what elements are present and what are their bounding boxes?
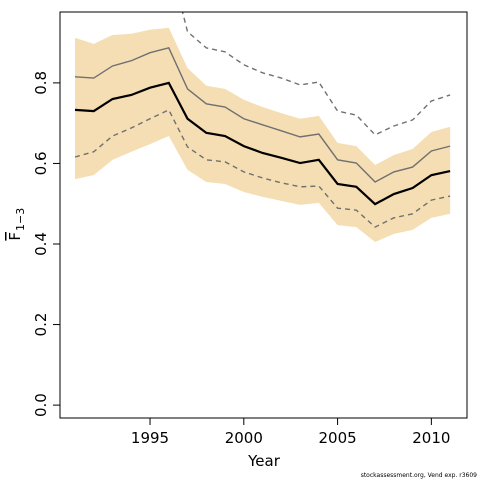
y-tick-label: 0.8 bbox=[32, 71, 50, 95]
x-axis-label: Year bbox=[247, 452, 281, 470]
footer: stockassessment.org, Vend exp. r3609 bbox=[361, 472, 477, 479]
series-line bbox=[74, 47, 451, 183]
x-tick-label: 1995 bbox=[131, 429, 169, 447]
confidence-band bbox=[75, 27, 451, 242]
series-line bbox=[181, 12, 451, 136]
y-tick-label: 0.4 bbox=[32, 232, 50, 256]
y-tick-label: 0.6 bbox=[32, 152, 50, 176]
y-axis-label-base: F bbox=[6, 232, 24, 241]
plot-area bbox=[74, 12, 451, 242]
x-tick-label: 2000 bbox=[225, 429, 263, 447]
y-tick-label: 0.2 bbox=[32, 313, 50, 337]
plot-frame bbox=[59, 11, 468, 419]
y-axis-label-subscript: 1−3 bbox=[14, 208, 27, 231]
series-line bbox=[74, 81, 451, 206]
y-axis-label: F 1−3 bbox=[6, 208, 27, 241]
x-tick-label: 2010 bbox=[412, 429, 450, 447]
y-tick-label: 0.0 bbox=[32, 393, 50, 417]
x-tick-label: 2005 bbox=[318, 429, 356, 447]
